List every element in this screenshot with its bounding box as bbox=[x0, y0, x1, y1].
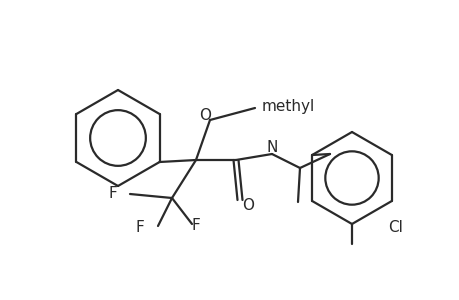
Text: methyl: methyl bbox=[262, 100, 314, 115]
Text: O: O bbox=[241, 199, 253, 214]
Text: O: O bbox=[199, 109, 211, 124]
Text: F: F bbox=[108, 187, 117, 202]
Text: F: F bbox=[135, 220, 144, 236]
Text: F: F bbox=[191, 218, 200, 233]
Text: N: N bbox=[266, 140, 277, 155]
Text: Cl: Cl bbox=[388, 220, 403, 236]
